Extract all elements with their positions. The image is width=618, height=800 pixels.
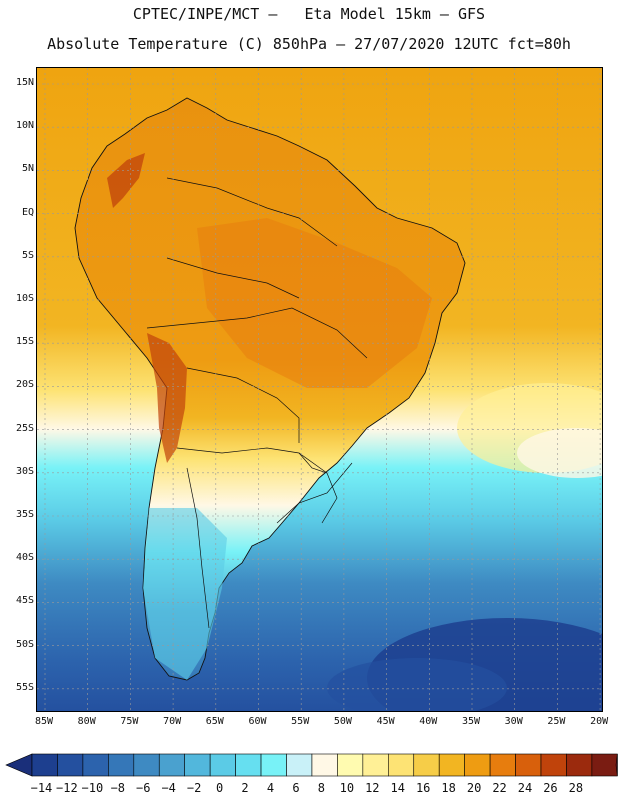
colorbar-tick-label: −4 [161,781,176,795]
colorbar-swatch [387,753,415,777]
colorbar-tick-label: 28 [568,781,584,795]
colorbar-tick-label: 2 [241,781,249,795]
colorbar-swatch [566,753,593,777]
lon-tick-label: 70W [163,716,182,727]
colorbar-swatch [108,753,135,777]
colorbar-swatch [260,753,287,777]
lat-tick-label: 5S [21,249,34,261]
lon-tick-label: 40W [419,716,438,727]
colorbar-swatch [438,753,465,777]
colorbar-swatch [57,753,84,777]
colorbar-tick-label: 18 [441,781,456,795]
lat-tick-label: 10N [15,120,34,132]
lat-tick-label: 10S [15,293,34,304]
colorbar-tick-label: 6 [292,781,300,795]
lat-tick-label: 50S [15,638,34,650]
lat-tick-label: 45S [15,595,34,607]
lon-tick-label: 80W [77,716,96,727]
colorbar-swatch [82,753,109,777]
colorbar-tick-label: 20 [466,781,482,795]
colorbar-tick-label: 0 [215,781,224,795]
temperature-field [37,68,602,711]
lon-tick-label: 50W [333,716,352,727]
lat-tick-label: 55S [15,681,34,693]
title-line-1: CPTEC/INPE/MCT – Eta Model 15km – GFS [132,5,486,23]
cold-core-2 [327,658,507,711]
lat-tick-label: 25S [15,422,34,434]
southern-cone-cool [143,508,227,680]
colorbar [5,753,618,777]
lon-tick-label: 75W [120,716,139,727]
colorbar-swatch [489,753,516,777]
lat-tick-label: 15N [15,77,34,88]
brazil-warm [197,218,432,388]
colorbar-tick-label: 16 [415,781,431,795]
colorbar-under-arrow [5,753,33,777]
colorbar-tick-label: 24 [517,781,533,795]
lat-tick-label: 30S [15,465,34,477]
lat-tick-label: EQ [21,206,34,218]
lon-tick-label: 45W [376,716,395,727]
map-panel [36,67,603,712]
colorbar-tick-label: −2 [186,781,202,795]
lat-tick-label: 15S [15,336,34,348]
colorbar-tick-label: −10 [81,781,104,795]
warm-tongue-2 [517,428,602,478]
colorbar-swatch [158,753,186,777]
colorbar-swatch [133,753,160,777]
lon-tick-label: 55W [291,716,310,727]
lat-tick-label: 20S [15,379,34,391]
colorbar-swatch [31,753,58,777]
colorbar-swatch [184,753,211,777]
colorbar-over-arrow [615,753,618,777]
title-line-2: Absolute Temperature (C) 850hPa – 27/07/… [47,35,571,53]
colorbar-tick-label: 4 [266,781,275,795]
colorbar-swatch [311,753,338,777]
colorbar-tick-label: −8 [110,781,126,795]
lon-tick-label: 25W [547,716,566,727]
colorbar-swatch [591,753,618,777]
colorbar-tick-label: −6 [136,781,151,795]
colorbar-swatch [515,753,542,777]
andes-warm-north [107,153,145,208]
colorbar-tick-label: 14 [390,781,405,795]
colorbar-swatch [286,753,313,777]
lon-tick-label: 30W [504,716,523,727]
colorbar-tick-label: 26 [543,781,558,795]
colorbar-swatch [464,753,491,777]
colorbar-swatch [362,753,389,777]
lon-tick-label: 65W [205,716,224,727]
lat-tick-label: 40S [15,552,34,564]
colorbar-swatch [540,753,567,777]
colorbar-swatch [337,753,364,777]
colorbar-tick-label: −12 [56,781,78,795]
colorbar-tick-label: 8 [317,781,325,795]
lon-tick-label: 85W [34,716,54,727]
lat-tick-label: 5N [21,163,34,175]
colorbar-tick-label: 12 [365,781,380,795]
lon-tick-label: 60W [248,716,267,727]
colorbar-tick-label: 22 [492,781,507,795]
lon-tick-label: 35W [461,716,481,727]
colorbar-tick-label: 10 [339,781,355,795]
colorbar-swatch [209,753,236,777]
colorbar-tick-label: −14 [30,781,53,795]
colorbar-swatch [413,753,440,777]
lon-tick-label: 20W [590,716,609,727]
colorbar-swatch [235,753,262,777]
lat-tick-label: 35S [15,509,34,520]
andes-warm-central [147,333,187,463]
